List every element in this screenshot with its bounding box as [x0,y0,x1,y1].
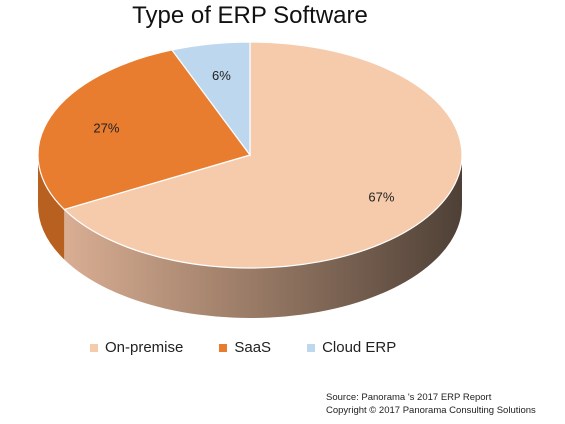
legend-label: On-premise [105,339,184,356]
copyright-text: Copyright © 2017 Panorama Consulting Sol… [326,405,536,416]
legend-item-cloud-erp: Cloud ERP [307,339,396,356]
legend-swatch [219,343,228,352]
source-note: Source: Panorama 's 2017 ERP Report Copy… [326,391,536,417]
legend-label: SaaS [234,339,272,356]
pie-side-on-premise [64,155,463,318]
slice-label-saas: 27% [93,120,119,135]
pie-slice-cloud-erp [170,41,251,157]
pie-side-saas [38,155,65,260]
pie-slice-on-premise [63,41,463,269]
source-text: Source: Panorama 's 2017 ERP Report [326,392,492,403]
legend-label: Cloud ERP [322,339,397,356]
legend: On-premise SaaS Cloud ERP [90,339,396,356]
legend-swatch [307,343,316,352]
slice-label-cloud-erp: 6% [212,68,231,83]
legend-item-saas: SaaS [219,339,271,356]
legend-item-on-premise: On-premise [90,339,183,356]
pie-slice-saas [37,49,251,211]
legend-swatch [90,343,98,352]
slice-label-on-premise: 67% [368,189,394,204]
chart-title: Type of ERP Software [132,2,368,29]
